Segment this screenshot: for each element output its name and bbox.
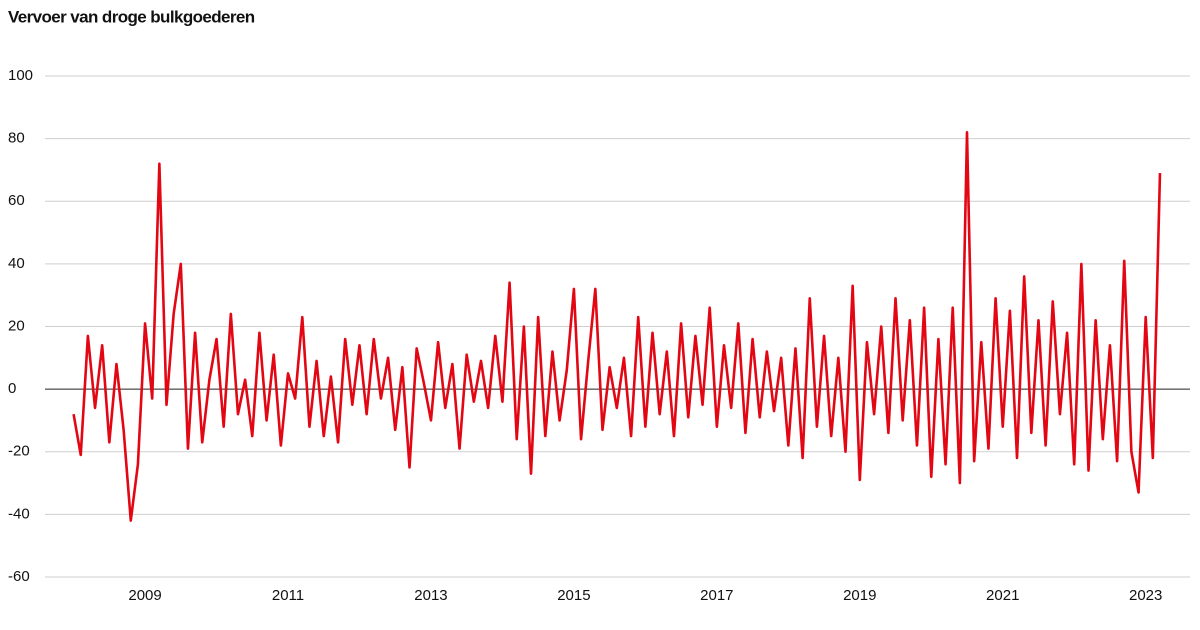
x-tick-label: 2023: [1129, 587, 1162, 604]
x-tick-label: 2017: [700, 587, 733, 604]
data-line: [72, 131, 1162, 522]
x-tick-label: 2015: [557, 587, 590, 604]
y-tick-label: 80: [8, 130, 25, 147]
y-tick-label: 60: [8, 192, 25, 209]
x-tick-label: 2019: [843, 587, 876, 604]
y-tick-label: -40: [8, 505, 30, 522]
chart-title: Vervoer van droge bulkgoederen: [8, 7, 255, 26]
y-tick-label: -60: [8, 568, 30, 585]
x-tick-label: 2021: [986, 587, 1019, 604]
y-tick-label: 20: [8, 317, 25, 334]
x-tick-label: 2011: [272, 587, 304, 604]
y-tick-label: 100: [8, 67, 33, 84]
x-tick-label: 2009: [128, 587, 161, 604]
y-tick-label: 0: [8, 380, 16, 397]
y-tick-label: -20: [8, 443, 30, 460]
y-tick-label: 40: [8, 255, 25, 272]
x-tick-label: 2013: [414, 587, 447, 604]
